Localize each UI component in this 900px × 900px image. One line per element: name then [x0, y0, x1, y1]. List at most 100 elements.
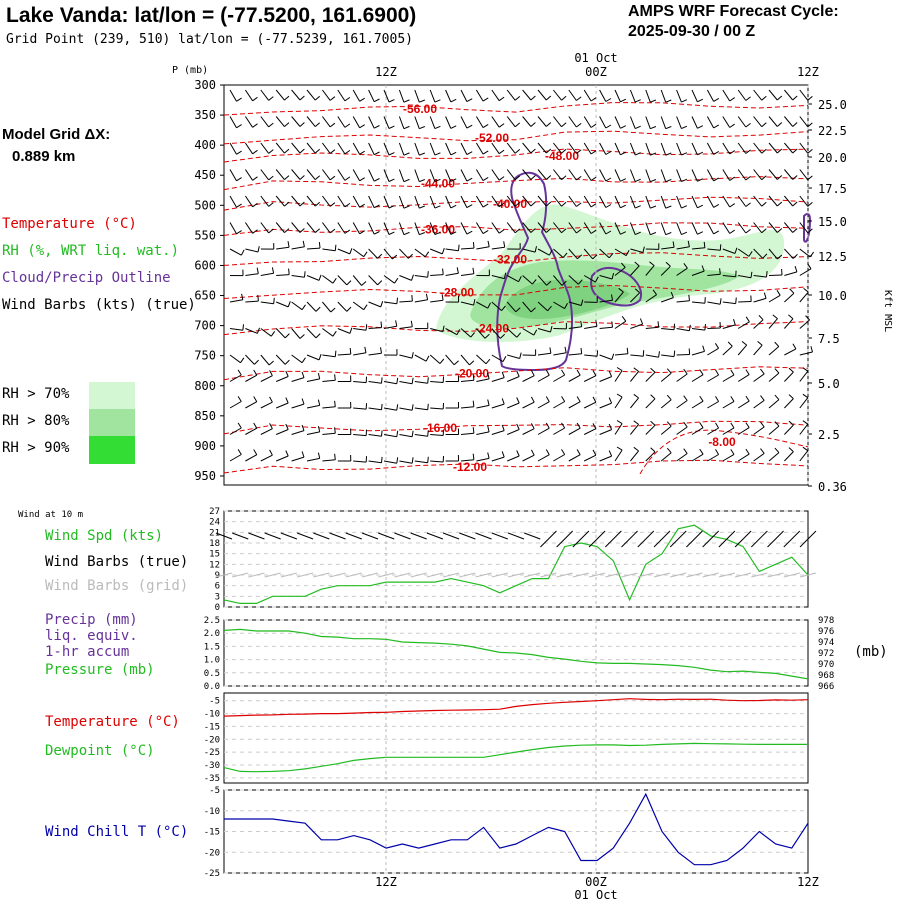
temperature-label: Temperature (°C)	[45, 714, 180, 730]
wind-barb	[661, 354, 675, 358]
wind-barb	[322, 275, 334, 284]
wind-barb	[383, 89, 390, 103]
wind-barb-feather	[592, 396, 597, 403]
pressure-tick-label: 400	[194, 138, 216, 152]
wind-barb	[784, 248, 794, 259]
wind-barb	[583, 248, 594, 260]
wind-barb-feather	[271, 267, 275, 274]
rh90-area	[505, 279, 630, 320]
wind-barb	[245, 273, 259, 276]
wind-barb-feather	[344, 202, 351, 208]
wind-barb	[614, 195, 621, 209]
wind-barb	[476, 431, 490, 435]
wind-barb	[537, 401, 550, 409]
wind-barb-feather	[683, 395, 688, 401]
wind-barb	[784, 424, 794, 435]
wind-barb	[599, 89, 607, 102]
pressure-tick-label: 800	[194, 379, 216, 393]
wind-barb-feather	[240, 249, 245, 256]
isotherm-label: -32.00	[493, 252, 527, 266]
wind-barb-feather	[482, 203, 489, 208]
wind-barb-feather	[561, 449, 566, 455]
wind-barb	[784, 116, 794, 127]
wind-barb	[229, 427, 242, 435]
wind-barb	[629, 89, 636, 103]
wind-barb-feather	[334, 400, 336, 407]
wind-barb-feather	[411, 352, 414, 359]
wind-barb	[291, 403, 305, 409]
series-line-pressure-mb-	[223, 628, 809, 680]
wind-barb	[322, 248, 336, 252]
wind-barb	[275, 328, 286, 339]
wind-barb	[691, 374, 704, 382]
wind-barbs-true-label: Wind Barbs (true)	[45, 554, 189, 570]
wind-barb	[506, 116, 516, 128]
wind-barb	[553, 301, 565, 310]
wind-barb	[553, 248, 564, 258]
wind-barb-feather	[701, 265, 705, 272]
wind-barb	[691, 169, 698, 182]
wind-barb	[691, 89, 698, 103]
wind-barb-feather	[334, 374, 336, 381]
wind-barb	[691, 400, 704, 409]
wind-barb-feather	[363, 304, 368, 310]
wind-barb	[306, 301, 317, 312]
wind-barb	[784, 271, 798, 276]
surface-grid-barb	[329, 572, 346, 578]
wind-barb-feather	[344, 123, 351, 128]
wind-barb-feather	[349, 348, 352, 355]
wind-barb-feather	[561, 396, 566, 402]
surface-grid-barb	[280, 572, 298, 578]
wind-barb-feather	[301, 304, 306, 310]
wind-barb	[506, 275, 519, 283]
surface-wind-barb	[459, 532, 476, 540]
wind-barb-feather	[285, 397, 289, 404]
surface-grid-barb	[540, 572, 557, 578]
wind-barb	[768, 222, 778, 233]
wind-barb	[321, 116, 331, 128]
wind-barb	[537, 427, 550, 435]
wind-barb	[706, 116, 715, 129]
wind-barb	[352, 142, 361, 155]
wind-barb-feather	[344, 176, 351, 181]
wind-barb-feather	[714, 343, 720, 349]
wind-barb	[568, 275, 579, 285]
wind-barb-feather	[332, 278, 337, 284]
wind-barb-feather	[618, 287, 624, 293]
wind-barb	[322, 354, 336, 358]
surface-grid-barb	[361, 572, 379, 578]
wind-barb-feather	[665, 261, 671, 267]
wind-barb-feather	[441, 294, 444, 301]
wind-barb-feather	[578, 279, 583, 285]
wind-barb-feather	[411, 430, 414, 437]
wind-barb	[522, 195, 532, 207]
wind-barb	[645, 169, 651, 182]
wind-barb	[784, 89, 794, 101]
wind-barb	[799, 248, 811, 258]
surface-wind-barb	[296, 532, 314, 540]
wind-barb	[768, 248, 778, 260]
wind-barb	[768, 452, 780, 462]
wind-barb-feather	[334, 453, 336, 460]
wind-barb-feather	[530, 148, 536, 154]
wind-barb	[352, 301, 364, 311]
wind-barb-feather	[519, 352, 522, 359]
wind-barb-feather	[730, 396, 735, 402]
wind-barb-feather	[776, 122, 783, 127]
wind-barb-feather	[299, 95, 305, 101]
height-tick-label: 17.5	[818, 182, 847, 196]
wind-barb-feather	[450, 151, 457, 156]
wind-barb-feather	[611, 321, 613, 328]
wind-barb-feather	[450, 231, 457, 235]
wind-barb	[706, 222, 715, 235]
wind-barb-feather	[419, 99, 425, 103]
wind-barb	[460, 459, 474, 462]
wind-barb-feather	[561, 422, 566, 429]
wind-barb	[229, 248, 242, 256]
wind-barb	[368, 327, 382, 329]
wind-barb	[599, 326, 613, 329]
wind-barb	[398, 222, 405, 235]
wind-barb-feather	[498, 176, 505, 181]
wind-barb	[553, 195, 562, 207]
surface-grid-barb	[751, 572, 768, 578]
